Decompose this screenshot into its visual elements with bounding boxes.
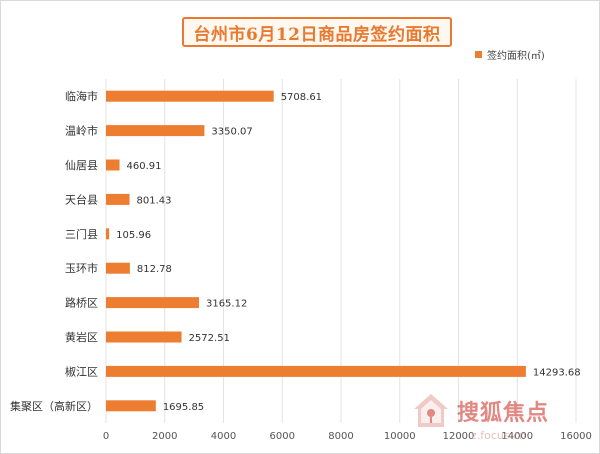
x-tick-label: 12000 xyxy=(443,431,475,442)
x-tick-label: 2000 xyxy=(152,431,177,442)
x-tick-label: 0 xyxy=(103,431,109,442)
category-label: 天台县 xyxy=(65,192,98,206)
chart-title-box: 台州市6月12日商品房签约面积 xyxy=(182,17,452,47)
bar xyxy=(106,90,274,102)
data-label: 14293.68 xyxy=(533,367,581,378)
chart-title: 台州市6月12日商品房签约面积 xyxy=(193,24,441,45)
data-label: 2572.51 xyxy=(189,333,230,344)
house-logo-icon xyxy=(414,394,448,427)
category-label: 三门县 xyxy=(65,227,98,241)
bar xyxy=(106,193,130,205)
bar xyxy=(106,297,199,309)
x-tick-label: 10000 xyxy=(384,431,416,442)
data-label: 3350.07 xyxy=(211,127,252,138)
data-label: 801.43 xyxy=(137,195,172,206)
category-label: 路桥区 xyxy=(65,297,98,310)
data-label: 5708.61 xyxy=(281,92,322,103)
legend-swatch xyxy=(475,51,482,58)
category-label: 仙居县 xyxy=(65,159,98,172)
bar xyxy=(106,400,156,412)
x-tick-label: 16000 xyxy=(560,431,592,442)
legend: 签约面积(㎡) xyxy=(475,47,545,62)
watermark: 搜狐焦点 xyxy=(411,391,549,431)
category-label: 椒江区 xyxy=(65,364,98,378)
data-label: 812.78 xyxy=(137,264,172,275)
bar xyxy=(106,125,205,137)
x-tick-label: 8000 xyxy=(328,431,353,442)
category-label: 温岭市 xyxy=(65,124,98,138)
x-tick-label: 4000 xyxy=(211,431,236,442)
x-tick-label: 6000 xyxy=(270,431,295,442)
category-label: 玉环市 xyxy=(65,261,98,275)
bar xyxy=(106,331,182,343)
x-tick-label: 14000 xyxy=(501,431,533,442)
watermark-brand: 搜狐焦点 xyxy=(457,401,550,426)
bar xyxy=(106,365,526,377)
data-label: 460.91 xyxy=(127,161,162,172)
category-label: 集聚区（高新区） xyxy=(10,399,98,413)
watermark-url: z.focus.cn xyxy=(471,429,527,442)
bar xyxy=(106,159,120,171)
data-label: 105.96 xyxy=(116,230,151,241)
bar xyxy=(106,262,130,274)
data-label: 3165.12 xyxy=(206,299,247,310)
data-label: 1695.85 xyxy=(163,402,204,413)
category-label: 黄岩区 xyxy=(65,330,98,344)
legend-label: 签约面积(㎡) xyxy=(487,51,545,62)
category-label: 临海市 xyxy=(65,89,98,103)
bar xyxy=(106,228,110,240)
